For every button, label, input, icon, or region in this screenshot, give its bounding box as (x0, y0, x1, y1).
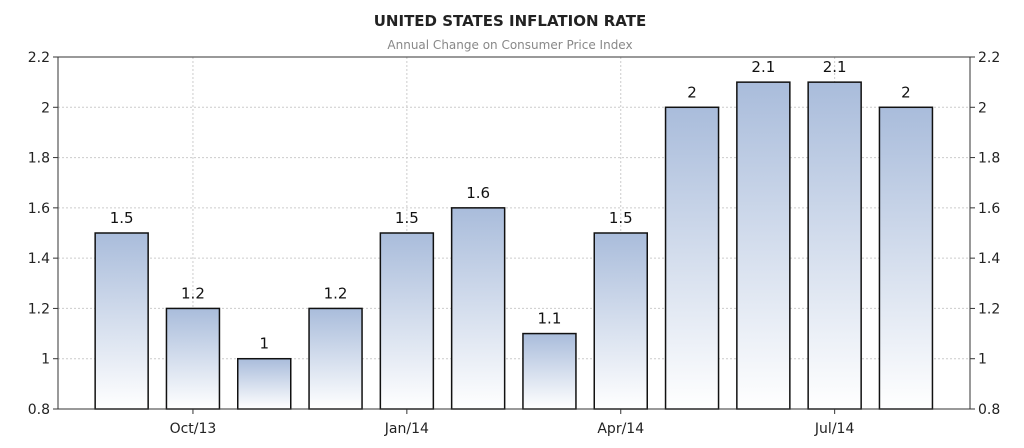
data-label: 2 (687, 83, 697, 101)
bar (450, 207, 506, 410)
data-label: 2 (901, 83, 911, 101)
bar (736, 81, 791, 410)
data-label: 2.1 (823, 58, 847, 76)
y-tick-label-right: 2.2 (978, 50, 1000, 66)
chart-title: UNITED STATES INFLATION RATE (374, 12, 646, 30)
bar (522, 332, 577, 410)
plot-frame (57, 56, 971, 410)
y-tick-label-left: 2.2 (28, 50, 50, 66)
bar (165, 307, 221, 410)
data-label: 1.2 (324, 284, 348, 302)
bar (237, 357, 292, 410)
y-tick-label-left: 1.6 (28, 201, 50, 217)
y-tick-label-left: 2 (41, 100, 50, 116)
data-label: 1.6 (466, 184, 490, 202)
y-tick-label-left: 1.4 (28, 251, 50, 267)
bar (593, 232, 648, 410)
bar (379, 232, 435, 410)
data-labels: 1.5 1.2 1 1.2 1.5 1.6 1.1 1.5 2 2.1 2.1 2 (110, 58, 911, 353)
data-label: 1 (259, 335, 269, 353)
y-tick-label-right: 1.2 (978, 301, 1000, 317)
y-tick-label-left: 1.2 (28, 301, 50, 317)
chart-subtitle: Annual Change on Consumer Price Index (387, 38, 632, 52)
bar (807, 81, 862, 410)
bar (308, 307, 363, 410)
y-tick-label-left: 0.8 (28, 402, 50, 418)
bar (94, 232, 149, 410)
x-tick-label: Apr/14 (597, 421, 644, 437)
data-label: 1.5 (110, 209, 134, 227)
data-label: 1.5 (609, 209, 633, 227)
x-axis-ticks: Oct/13 Jan/14 Apr/14 Jul/14 (170, 409, 855, 437)
y-tick-label-right: 1 (978, 352, 987, 368)
data-label: 1.1 (538, 310, 562, 328)
data-label: 2.1 (751, 58, 775, 76)
y-tick-label-right: 1.8 (978, 151, 1000, 167)
data-label: 1.5 (395, 209, 419, 227)
y-tick-label-right: 1.4 (978, 251, 1000, 267)
y-tick-label-right: 0.8 (978, 402, 1000, 418)
data-label: 1.2 (181, 284, 205, 302)
y-tick-label-right: 1.6 (978, 201, 1000, 217)
y-tick-label-left: 1.8 (28, 151, 50, 167)
x-tick-label: Jul/14 (814, 421, 855, 437)
bar (878, 106, 934, 410)
y-axis-right-ticks: 0.8 1 1.2 1.4 1.6 1.8 2 2.2 (970, 50, 1000, 418)
y-axis-left-ticks: 0.8 1 1.2 1.4 1.6 1.8 2 2.2 (28, 50, 58, 418)
y-tick-label-left: 1 (41, 352, 50, 368)
y-tick-label-right: 2 (978, 100, 987, 116)
bars (94, 81, 934, 410)
x-tick-label: Jan/14 (384, 421, 429, 437)
x-tick-label: Oct/13 (170, 421, 217, 437)
bar (664, 106, 720, 410)
